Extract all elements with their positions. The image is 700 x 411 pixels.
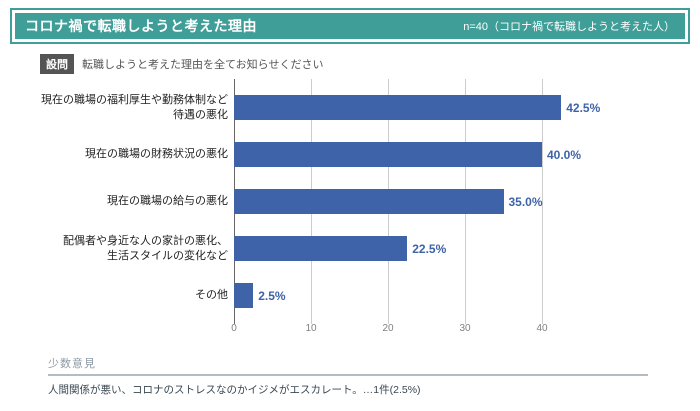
- chart-plot-area: 現在の職場の福利厚生や勤務体制など 待遇の悪化 42.5% 現在の職場の財務状況…: [22, 79, 700, 324]
- category-label-line2: 生活スタイルの変化など: [107, 249, 228, 262]
- bar-track: 42.5%: [234, 95, 619, 120]
- x-tick: 40: [536, 323, 548, 334]
- chart-row: 現在の職場の給与の悪化 35.0%: [22, 178, 700, 225]
- chart-row: その他 2.5%: [22, 272, 700, 319]
- value-label: 22.5%: [412, 241, 447, 256]
- gridline-40: [542, 79, 543, 324]
- x-tick: 20: [382, 323, 394, 334]
- value-label: 40.0%: [547, 147, 582, 162]
- bar-track: 22.5%: [234, 236, 619, 261]
- chart-row: 配偶者や身近な人の家計の悪化、 生活スタイルの変化など 22.5%: [22, 225, 700, 272]
- category-label-line2: 待遇の悪化: [173, 108, 228, 121]
- bar-chart: 現在の職場の福利厚生や勤務体制など 待遇の悪化 42.5% 現在の職場の財務状況…: [22, 79, 700, 339]
- bar-track: 40.0%: [234, 142, 619, 167]
- x-axis-ticks: 0 10 20 30 40: [231, 323, 619, 339]
- category-label: 現在の職場の財務状況の悪化: [22, 147, 228, 161]
- category-label: 現在の職場の給与の悪化: [22, 194, 228, 208]
- category-label-line1: 現在の職場の給与の悪化: [107, 195, 228, 208]
- question-row: 設問 転職しようと考えた理由を全てお知らせください: [40, 54, 700, 74]
- minority-section: 少数意見 人間関係が悪い、コロナのストレスなのかイジメがエスカレート。…1件(2…: [48, 355, 648, 397]
- sample-size-note: n=40（コロナ禍で転職しようと考えた人）: [463, 21, 675, 33]
- minority-heading: 少数意見: [48, 355, 648, 376]
- minority-comment: 人間関係が悪い、コロナのストレスなのかイジメがエスカレート。…1件(2.5%): [48, 384, 421, 396]
- bar: [234, 142, 542, 167]
- category-label-line1: その他: [195, 289, 228, 302]
- title-box: コロナ禍で転職しようと考えた理由 n=40（コロナ禍で転職しようと考えた人）: [10, 8, 690, 44]
- bar-track: 2.5%: [234, 283, 619, 308]
- x-tick: 0: [231, 323, 237, 334]
- bar-track: 35.0%: [234, 189, 619, 214]
- question-badge: 設問: [40, 54, 74, 74]
- bar: [234, 95, 562, 120]
- category-label-line1: 配偶者や身近な人の家計の悪化、: [63, 235, 228, 248]
- category-label-line1: 現在の職場の財務状況の悪化: [85, 148, 228, 161]
- x-tick: 30: [459, 323, 471, 334]
- x-tick: 10: [305, 323, 317, 334]
- title-bar: コロナ禍で転職しようと考えた理由 n=40（コロナ禍で転職しようと考えた人）: [15, 13, 685, 39]
- bar: [234, 189, 504, 214]
- chart-row: 現在の職場の福利厚生や勤務体制など 待遇の悪化 42.5%: [22, 84, 700, 131]
- value-label: 42.5%: [566, 100, 601, 115]
- bar: [234, 283, 254, 308]
- category-label: 現在の職場の福利厚生や勤務体制など 待遇の悪化: [22, 93, 228, 122]
- category-label-line1: 現在の職場の福利厚生や勤務体制など: [41, 94, 228, 107]
- category-label: その他: [22, 288, 228, 302]
- value-label: 35.0%: [508, 194, 543, 209]
- page-title: コロナ禍で転職しようと考えた理由: [25, 18, 257, 34]
- question-text: 転職しようと考えた理由を全てお知らせください: [82, 59, 324, 71]
- value-label: 2.5%: [258, 288, 286, 303]
- bar: [234, 236, 408, 261]
- chart-row: 現在の職場の財務状況の悪化 40.0%: [22, 131, 700, 178]
- category-label: 配偶者や身近な人の家計の悪化、 生活スタイルの変化など: [22, 234, 228, 263]
